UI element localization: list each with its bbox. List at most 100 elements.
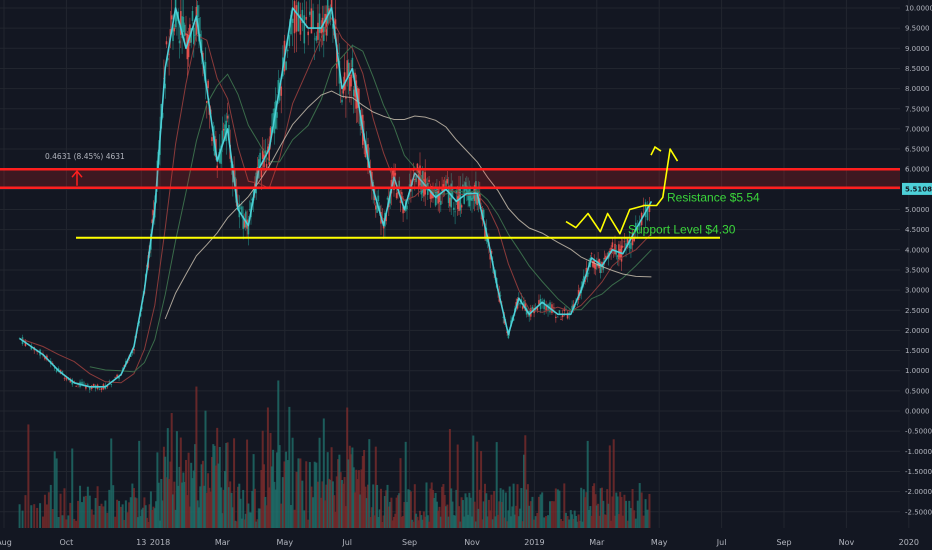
volume-bar <box>607 503 610 528</box>
candle-body <box>61 371 64 373</box>
candle-body <box>100 387 103 390</box>
volume-bar <box>157 482 160 528</box>
candle-body <box>272 113 274 125</box>
price-line <box>19 7 653 388</box>
volume-bar <box>442 484 445 528</box>
volume-bar <box>640 492 643 528</box>
candle-body <box>288 35 291 46</box>
volume-bar <box>447 516 450 528</box>
candle-body <box>521 306 524 309</box>
volume-bar <box>413 484 416 528</box>
volume-bar <box>367 484 369 528</box>
volume-bar <box>252 454 255 528</box>
candle-body <box>445 180 447 188</box>
x-tick-label: May <box>651 538 668 547</box>
volume-bar <box>506 521 509 528</box>
candle-body <box>118 376 120 379</box>
volume-bar <box>268 487 271 528</box>
volume-bar <box>472 435 475 528</box>
candle-body <box>185 33 187 35</box>
y-tick-label: 2.0000 <box>905 327 930 335</box>
volume-bar <box>584 497 587 528</box>
candle-body <box>350 74 352 87</box>
volume-bar <box>257 508 260 528</box>
volume-bar <box>247 503 250 528</box>
volume-bar <box>39 503 42 528</box>
y-tick-label: 6.0000 <box>905 166 930 174</box>
candle-body <box>187 34 190 58</box>
y-tick-label: 1.0000 <box>905 367 930 375</box>
volume-bar <box>648 493 651 528</box>
volume-bar <box>433 497 436 528</box>
volume-bar <box>168 479 171 528</box>
volume-bar <box>308 462 311 528</box>
candle-body <box>385 214 387 222</box>
candle-body <box>471 197 473 201</box>
volume-bar <box>615 492 618 528</box>
volume-bar <box>106 512 109 528</box>
volume-bar <box>326 452 329 528</box>
volume-bar <box>365 498 368 528</box>
candle-body <box>329 11 332 22</box>
x-tick-label: Mar <box>215 538 231 547</box>
volume-bar <box>443 494 446 528</box>
volume-bar <box>164 456 167 528</box>
volume-bar <box>162 446 165 528</box>
volume-bar <box>73 518 76 528</box>
volume-bar <box>179 437 182 528</box>
candle-body <box>328 8 330 14</box>
candle-body <box>167 58 169 61</box>
annotations: 0.4631 (8.45%) 4631 Resistance $5.54 Suppo… <box>0 145 900 239</box>
volume-bar <box>469 497 472 528</box>
volume-bar <box>51 509 54 528</box>
volume-bar <box>490 494 493 528</box>
volume-bar <box>160 478 163 528</box>
volume-bar <box>478 489 481 528</box>
volume-bar <box>208 487 211 528</box>
candle-body <box>394 172 397 176</box>
candle-body <box>381 217 384 219</box>
candle-body <box>207 80 209 89</box>
volume-bar <box>135 498 138 528</box>
volume-bar <box>560 518 563 528</box>
volume-bar <box>307 519 310 528</box>
x-tick-label: 2018 <box>150 538 170 547</box>
volume-bar <box>170 413 173 528</box>
y-tick-label: 7.5000 <box>905 105 930 113</box>
volume-bar <box>568 519 571 528</box>
candle-body <box>161 112 164 118</box>
projection-arrowhead <box>650 145 662 156</box>
volume-bar <box>310 486 313 528</box>
y-tick-label: 0.5000 <box>905 387 930 395</box>
volume-bar <box>406 502 408 528</box>
volume-bar <box>221 513 224 528</box>
volume-bar <box>463 516 466 528</box>
volume-bar <box>628 500 631 528</box>
volume-bar <box>391 520 394 528</box>
volume-bar <box>580 487 583 528</box>
volume-bar <box>299 458 302 528</box>
volume-bar <box>491 519 494 528</box>
volume-bar <box>486 516 489 528</box>
candle-body <box>30 346 33 350</box>
volume-bar <box>585 492 588 528</box>
measure-label: 0.4631 (8.45%) 4631 <box>45 152 125 161</box>
volume-bar <box>428 521 431 528</box>
candle-body <box>291 18 294 23</box>
volume-bar <box>341 480 343 528</box>
x-tick-label: Aug <box>0 538 12 547</box>
volume-bar <box>489 510 492 528</box>
candle-body <box>164 83 166 89</box>
volume-bar <box>102 506 105 528</box>
candle-body <box>290 14 292 35</box>
candle-body <box>519 303 521 305</box>
volume-bar <box>270 466 273 528</box>
candle-body <box>631 233 634 246</box>
volume-bar <box>147 521 150 528</box>
volume-bar <box>108 489 111 528</box>
x-tick-label: 13 <box>136 538 146 547</box>
candle-body <box>391 170 394 178</box>
volume-bar <box>439 516 442 528</box>
volume-bar <box>288 406 291 528</box>
